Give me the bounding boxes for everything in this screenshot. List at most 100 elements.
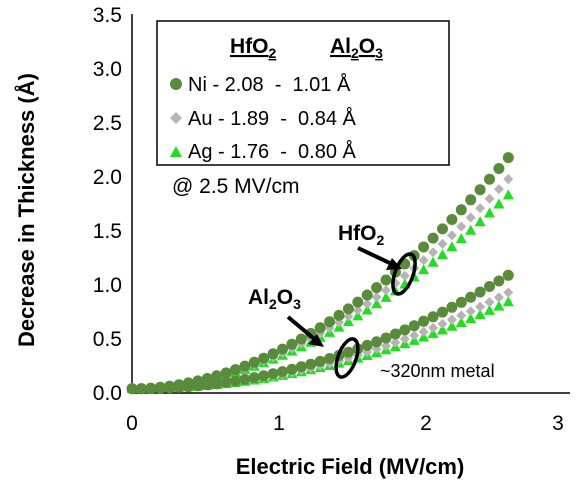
y-tick-label: 2.5 [93, 112, 122, 135]
data-point [427, 328, 439, 339]
data-point [475, 301, 486, 312]
data-point [295, 361, 307, 373]
data-point [352, 296, 364, 308]
data-point [239, 360, 251, 372]
data-point [446, 314, 457, 325]
data-point [381, 285, 392, 296]
data-point [258, 370, 270, 382]
data-point [295, 333, 307, 345]
data-point [446, 320, 458, 331]
hfo2-annotation: HfO2 [338, 222, 385, 248]
legend-marker-ag [170, 146, 182, 157]
data-point [418, 264, 430, 275]
legend-label-ag: Ag - 1.76 - 0.80 Å [188, 140, 357, 163]
al2o3-arrowhead [308, 334, 324, 347]
data-point [305, 358, 317, 370]
metal-note: ~320nm metal [380, 361, 495, 381]
data-point [437, 318, 448, 329]
data-point [493, 300, 505, 311]
data-point [408, 320, 420, 332]
data-point [465, 212, 476, 223]
y-tick-label: 0.0 [93, 382, 122, 405]
data-point [474, 309, 486, 320]
data-point [437, 238, 448, 249]
data-point [314, 322, 326, 334]
data-point [230, 375, 241, 387]
data-point [409, 330, 420, 341]
data-point [446, 230, 457, 241]
data-point [465, 224, 477, 235]
data-point [456, 310, 467, 321]
data-point [455, 317, 467, 328]
data-point [502, 189, 514, 200]
data-point [267, 348, 279, 360]
legend-marker-au [170, 112, 182, 124]
field-note: @ 2.5 MV/cm [172, 175, 300, 198]
data-point [418, 326, 429, 337]
data-point [502, 296, 514, 307]
data-point [380, 291, 392, 302]
data-point [399, 334, 410, 345]
data-point [211, 378, 223, 390]
data-point [428, 247, 439, 258]
data-point [455, 204, 467, 216]
data-point [173, 381, 185, 393]
data-point [427, 256, 439, 267]
legend-label-au: Au - 1.89 - 0.84 Å [188, 107, 357, 130]
data-point [427, 232, 439, 244]
legend-label-ni: Ni - 2.08 - 1.01 Å [188, 73, 351, 96]
data-point [418, 315, 430, 327]
al2o3-loop [334, 337, 360, 379]
data-point [380, 332, 392, 344]
y-tick-label: 2.0 [93, 166, 122, 189]
data-point [475, 203, 486, 214]
data-point [286, 338, 298, 350]
x-tick-label: 1 [273, 412, 285, 435]
data-point [493, 163, 505, 174]
data-point [258, 352, 270, 364]
data-point [389, 328, 401, 340]
data-point [314, 355, 326, 367]
data-point [277, 366, 288, 378]
data-point [126, 383, 138, 395]
data-point [324, 316, 336, 328]
data-point [455, 233, 467, 244]
data-point [352, 305, 363, 316]
data-point [493, 275, 505, 287]
data-point [361, 339, 373, 351]
data-point [493, 292, 504, 303]
data-point [361, 289, 373, 301]
data-point [248, 372, 260, 384]
data-point [493, 184, 504, 195]
data-point [503, 287, 514, 298]
y-tick-label: 0.5 [93, 328, 122, 351]
al2o3-annotation: Al2O3 [248, 286, 301, 312]
data-point [154, 382, 166, 394]
data-point [220, 367, 232, 379]
data-point [135, 383, 147, 395]
data-point [343, 311, 354, 322]
data-point [474, 216, 486, 227]
data-point [428, 322, 439, 333]
x-tick-label: 2 [420, 412, 432, 435]
data-point [324, 353, 336, 364]
data-point [371, 282, 383, 294]
data-point [286, 363, 298, 375]
data-point [465, 291, 477, 303]
data-point [446, 214, 458, 225]
data-point [502, 269, 514, 281]
data-point [380, 274, 392, 286]
data-point [418, 255, 429, 266]
y-tick-label: 1.0 [93, 274, 122, 297]
data-point [455, 296, 467, 308]
data-point [436, 249, 448, 260]
data-point [465, 313, 477, 324]
data-point [474, 286, 486, 298]
data-point [446, 301, 458, 313]
legend-header-al2o3: Al2O3 [330, 35, 383, 61]
data-point [267, 368, 279, 380]
data-point [437, 223, 448, 235]
data-point [465, 306, 476, 317]
data-point [182, 381, 194, 393]
